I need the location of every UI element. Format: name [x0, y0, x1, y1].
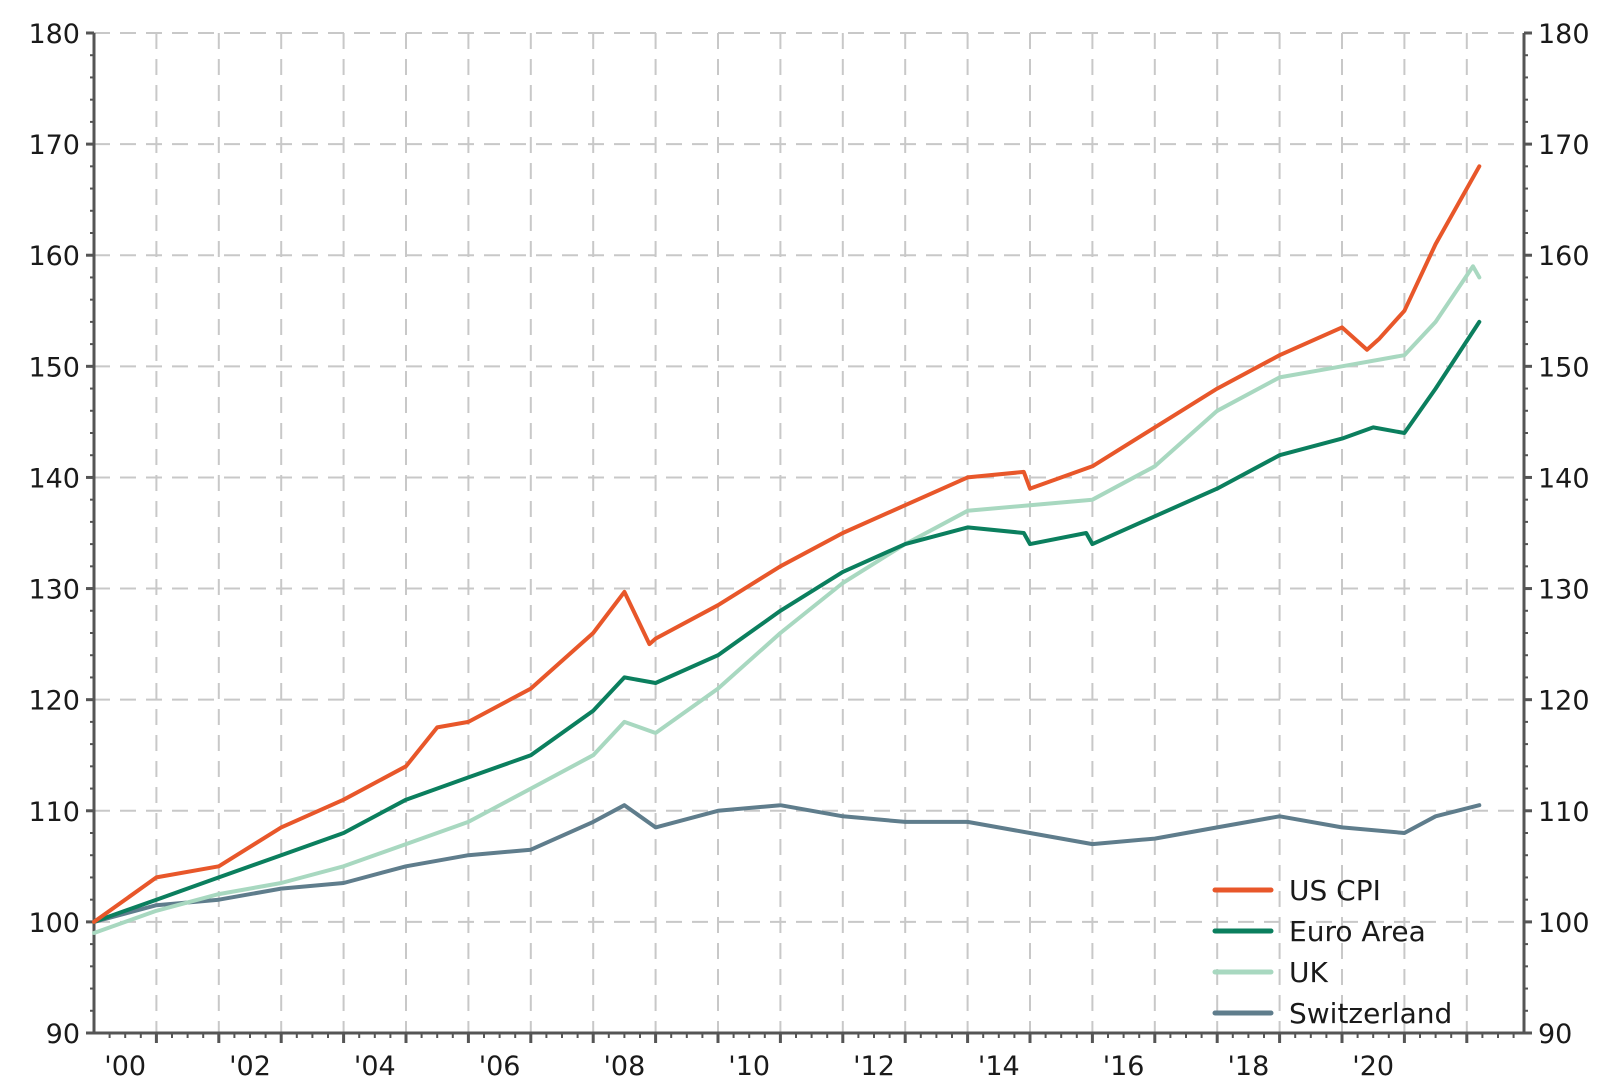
y-tick-label-left: 120 [28, 686, 80, 717]
y-tick-label-left: 180 [28, 19, 80, 50]
y-tick-label-left: 110 [28, 797, 80, 828]
x-tick-label: '08 [604, 1051, 646, 1082]
x-tick-label: '00 [104, 1051, 146, 1082]
x-tick-label: '20 [1352, 1051, 1394, 1082]
y-tick-label-right: 140 [1538, 463, 1590, 494]
series-line-euro-area [92, 319, 1482, 924]
y-tick-label-right: 90 [1538, 1019, 1572, 1050]
y-tick-label-left: 170 [28, 130, 80, 161]
tick-labels: 90 90 100 100 110 110 120 120 130 130 140 140 150 150… [28, 19, 1589, 1082]
y-tick-label-right: 160 [1538, 241, 1590, 272]
x-tick-label: '14 [978, 1051, 1020, 1082]
y-tick-label-right: 180 [1538, 19, 1590, 50]
x-tick-label: '10 [728, 1051, 770, 1082]
y-tick-label-right: 120 [1538, 686, 1590, 717]
y-tick-label-left: 130 [28, 575, 80, 606]
series-line-us-cpi [92, 164, 1482, 924]
y-tick-label-left: 100 [28, 908, 80, 939]
y-tick-label-right: 100 [1538, 908, 1590, 939]
x-tick-label: '18 [1228, 1051, 1270, 1082]
x-tick-label: '04 [354, 1051, 396, 1082]
y-tick-label-left: 90 [46, 1019, 80, 1050]
x-tick-label: '02 [229, 1051, 271, 1082]
axes [86, 31, 1532, 1043]
legend-label: Euro Area [1289, 915, 1426, 948]
legend-label: US CPI [1289, 874, 1381, 907]
legend: US CPI Euro Area UK Switzerland [1212, 874, 1452, 1030]
y-tick-label-right: 130 [1538, 575, 1590, 606]
legend-label: UK [1289, 956, 1328, 989]
y-tick-label-left: 160 [28, 241, 80, 272]
x-tick-label: '06 [479, 1051, 521, 1082]
x-tick-label: '12 [853, 1051, 895, 1082]
y-tick-label-right: 170 [1538, 130, 1590, 161]
series-line-switzerland [92, 803, 1482, 924]
y-tick-label-left: 140 [28, 463, 80, 494]
legend-label: Switzerland [1289, 997, 1452, 1030]
x-tick-label: '16 [1103, 1051, 1145, 1082]
y-tick-label-right: 150 [1538, 352, 1590, 383]
series-lines [92, 164, 1482, 935]
y-tick-label-left: 150 [28, 352, 80, 383]
series-line-uk [92, 264, 1482, 935]
y-tick-label-right: 110 [1538, 797, 1590, 828]
